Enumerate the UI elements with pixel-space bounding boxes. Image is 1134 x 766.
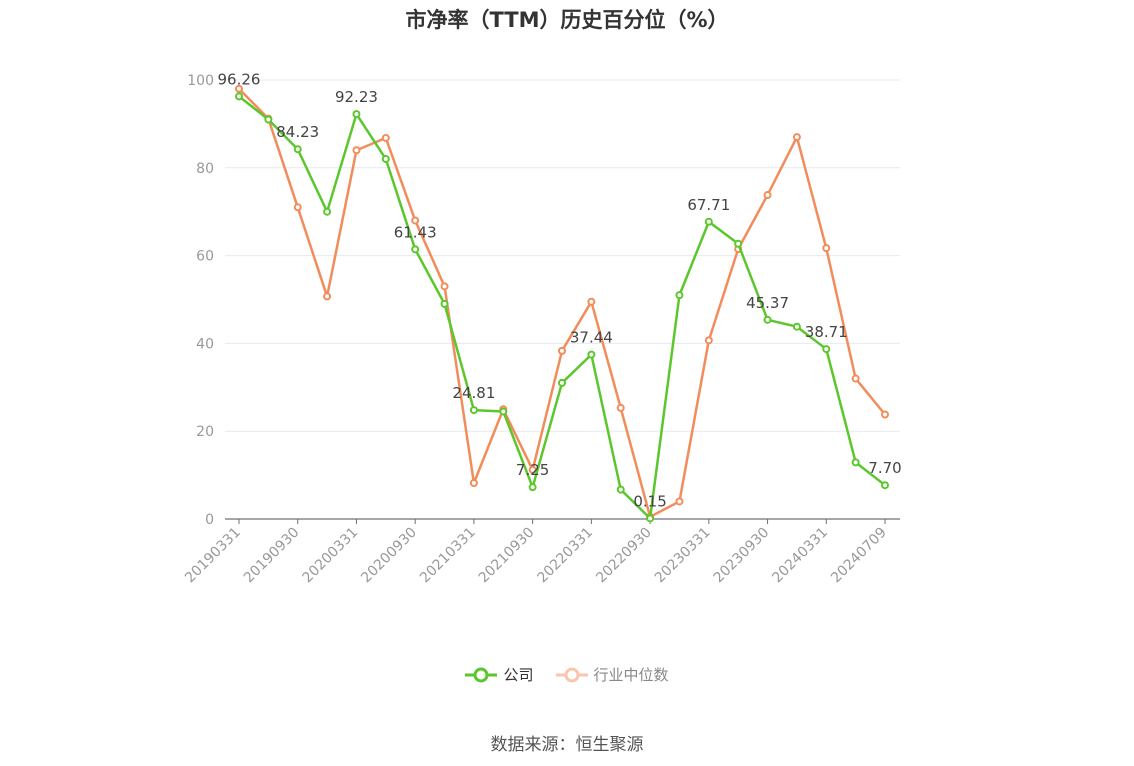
data-point (323, 207, 332, 216)
y-tick-label: 60 (196, 249, 214, 265)
data-point (587, 350, 596, 359)
grid-lines (225, 79, 900, 432)
data-point (499, 407, 508, 416)
legend-item-industry-median[interactable]: 行业中位数 (555, 664, 669, 685)
data-label: 24.81 (452, 384, 495, 402)
data-point (616, 403, 625, 412)
legend-swatch-industry-median-icon (555, 667, 588, 682)
data-point (440, 282, 449, 291)
data-point (881, 410, 889, 419)
series-lines (235, 84, 889, 523)
data-label: 38.71 (805, 323, 848, 341)
data-label: 0.15 (633, 492, 666, 510)
data-label: 67.71 (687, 196, 730, 214)
x-tick-label: 20220930 (593, 525, 655, 587)
x-tick-label: 20210930 (476, 525, 538, 587)
data-point (763, 191, 772, 200)
data-label: 61.43 (394, 223, 437, 241)
data-point (469, 479, 478, 488)
data-point (558, 378, 566, 387)
data-label: 92.23 (335, 88, 378, 106)
data-point (763, 315, 772, 324)
legend-label-industry-median: 行业中位数 (593, 666, 669, 684)
data-point (293, 145, 302, 154)
x-tick-label: 20220331 (534, 525, 596, 587)
data-label: 7.25 (516, 461, 549, 479)
x-tick-label: 20200331 (300, 525, 362, 587)
y-tick-label: 80 (196, 161, 214, 177)
data-point (264, 115, 273, 124)
x-tick-label: 20190331 (182, 525, 244, 587)
legend-item-company[interactable]: 公司 (465, 664, 534, 685)
data-label: 84.23 (276, 123, 319, 141)
data-point (792, 133, 801, 142)
y-tick-label: 0 (205, 512, 214, 528)
data-point (235, 92, 243, 101)
data-point (352, 110, 361, 119)
data-point (646, 514, 655, 523)
data-point (558, 346, 566, 355)
data-point (851, 374, 860, 383)
data-point (704, 336, 713, 345)
data-point (469, 406, 478, 415)
x-tick-label: 20230930 (711, 525, 773, 587)
data-point (381, 133, 390, 142)
data-point (528, 483, 537, 492)
x-tick-label: 20200930 (358, 525, 420, 587)
data-point (675, 497, 684, 506)
y-tick-label: 20 (196, 424, 214, 440)
x-tick-label: 20240709 (828, 525, 890, 587)
data-label: 96.26 (218, 70, 261, 88)
y-tick-label: 100 (187, 73, 214, 89)
data-label: 7.70 (868, 459, 901, 477)
chart-title: 市净率（TTM）历史百分位（%） (405, 8, 729, 32)
data-point (411, 245, 420, 254)
data-point (293, 203, 302, 212)
x-tick-label: 20190930 (241, 525, 303, 587)
data-label: 37.44 (570, 329, 613, 347)
axes: 0 20 40 60 80 100 2019033120190930202003312020… (182, 73, 900, 586)
data-point (235, 84, 243, 93)
data-labels: 96.26 84.23 92.23 61.43 24.81 7.25 37.44 0.15 67… (218, 70, 902, 510)
data-point (528, 465, 537, 474)
data-point (587, 297, 596, 306)
y-tick-label: 40 (196, 336, 214, 352)
data-point (881, 481, 889, 490)
x-tick-label: 20210331 (417, 525, 479, 587)
legend: 公司 行业中位数 (0, 664, 1134, 685)
x-tick-label: 20240331 (769, 525, 831, 587)
data-point (381, 155, 390, 164)
data-point (822, 244, 831, 253)
data-point (411, 216, 420, 225)
data-point (675, 291, 684, 300)
data-point (704, 217, 713, 226)
data-point (822, 345, 831, 354)
x-tick-label: 20230331 (652, 525, 714, 587)
source-note: 数据来源：恒生聚源 (490, 735, 644, 755)
data-point (616, 485, 625, 494)
data-point (734, 239, 743, 248)
legend-swatch-company-icon (465, 667, 498, 682)
data-point (792, 322, 801, 331)
data-point (352, 146, 361, 155)
data-label: 45.37 (746, 294, 789, 312)
legend-label-company: 公司 (503, 666, 534, 684)
data-point (851, 458, 860, 467)
data-point (440, 299, 449, 308)
data-point (323, 292, 332, 301)
